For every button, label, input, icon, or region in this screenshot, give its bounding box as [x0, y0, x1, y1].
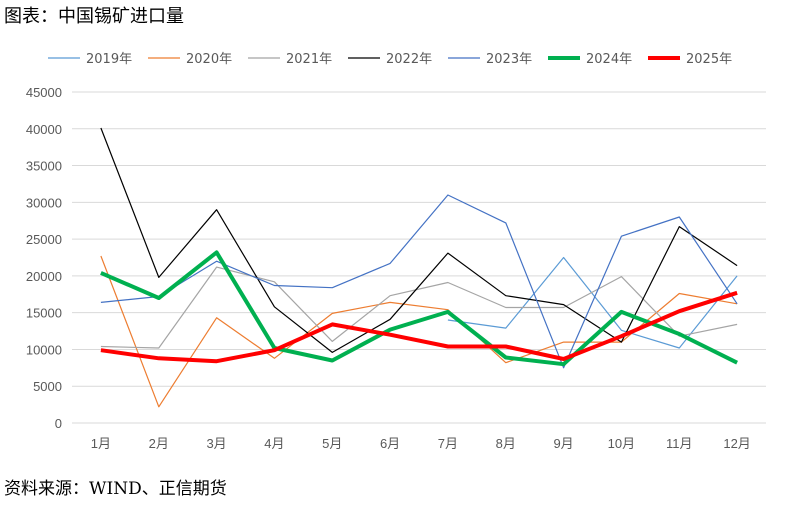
x-tick-label: 10月 — [608, 436, 635, 451]
y-tick-label: 45000 — [26, 85, 62, 100]
series-line-2024年 — [100, 250, 738, 367]
x-tick-label: 8月 — [496, 436, 516, 451]
legend-label: 2020年 — [186, 52, 232, 67]
y-tick-label: 5000 — [33, 379, 62, 394]
y-tick-label: 35000 — [26, 159, 62, 174]
x-tick-label: 2月 — [149, 436, 169, 451]
series-line-2020年 — [100, 255, 738, 408]
y-tick-label: 40000 — [26, 122, 62, 137]
x-tick-label: 5月 — [322, 436, 342, 451]
x-tick-label: 1月 — [91, 436, 111, 451]
series-line-2021年 — [100, 266, 738, 349]
series-line-2023年 — [100, 194, 738, 369]
x-tick-label: 12月 — [723, 436, 750, 451]
y-tick-label: 25000 — [26, 232, 62, 247]
chart-title: 图表：中国锡矿进口量 — [4, 6, 184, 27]
x-tick-label: 4月 — [264, 436, 284, 451]
legend-label: 2023年 — [486, 52, 532, 67]
chart-source: 资料来源：WIND、正信期货 — [4, 479, 227, 499]
series-line-2019年 — [447, 256, 738, 349]
y-tick-label: 15000 — [26, 306, 62, 321]
y-tick-label: 20000 — [26, 269, 62, 284]
series-line-2025年 — [100, 290, 738, 364]
y-tick-label: 0 — [55, 416, 62, 431]
legend-label: 2019年 — [86, 52, 132, 67]
y-tick-label: 30000 — [26, 195, 62, 210]
legend-label: 2025年 — [686, 52, 732, 67]
series-line-2022年 — [100, 127, 738, 353]
x-tick-label: 6月 — [380, 436, 400, 451]
x-tick-label: 11月 — [666, 436, 693, 451]
x-tick-label: 3月 — [206, 436, 226, 451]
legend-label: 2024年 — [586, 52, 632, 67]
legend-label: 2021年 — [286, 52, 332, 67]
x-tick-label: 7月 — [438, 436, 458, 451]
y-tick-label: 10000 — [26, 342, 62, 357]
legend-label: 2022年 — [386, 52, 432, 67]
x-tick-label: 9月 — [553, 436, 573, 451]
